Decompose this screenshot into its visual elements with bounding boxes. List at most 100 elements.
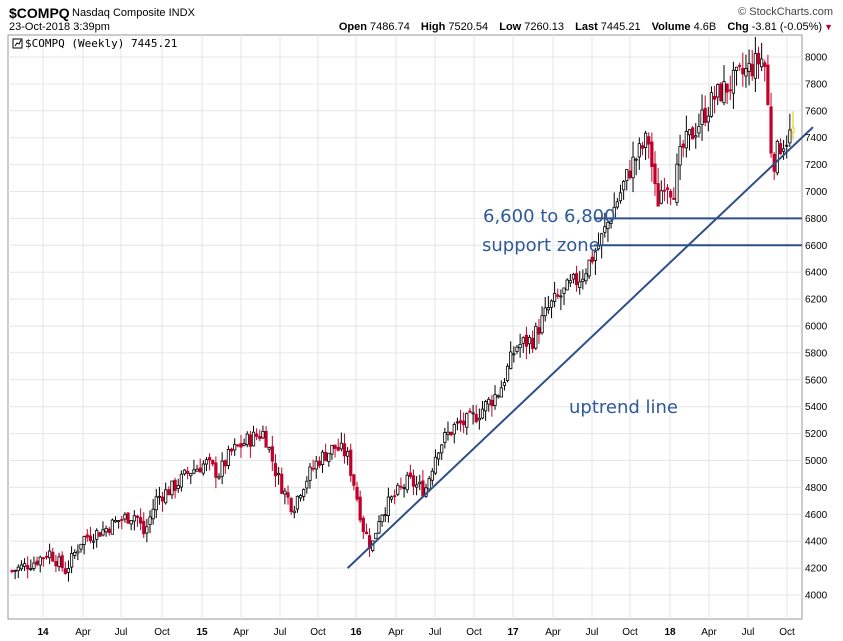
candle-body (374, 532, 378, 540)
candle-body (703, 107, 707, 123)
candle-body (490, 399, 494, 407)
candle-body (82, 536, 86, 545)
candle-body (342, 443, 347, 457)
candle-body (179, 473, 183, 488)
candle-body (669, 190, 673, 198)
candle-body (295, 495, 300, 510)
y-tick-label: 7200 (805, 160, 828, 171)
candle-body (277, 472, 281, 476)
candle-body (160, 496, 165, 502)
candle-body (76, 550, 80, 554)
candle-body (79, 543, 83, 550)
candle-body (603, 226, 607, 233)
candle-body (716, 84, 720, 98)
candle-body (712, 95, 717, 100)
candle-body (505, 365, 510, 381)
candle-body (637, 143, 641, 158)
candle-body (358, 496, 362, 521)
candle-body (700, 109, 704, 125)
candle-body (465, 413, 469, 428)
exchange: INDX (168, 7, 195, 19)
volume-value: 4.6B (693, 21, 717, 33)
high-label: High (420, 21, 446, 33)
candle-body (389, 496, 394, 500)
candle-body (719, 83, 723, 102)
candle-body (176, 485, 180, 489)
low-value: 7260.13 (524, 21, 565, 33)
y-tick-label: 4800 (805, 483, 828, 494)
candle-body (349, 449, 353, 476)
candle-body (186, 470, 190, 474)
candle-body (418, 481, 422, 485)
last-label: Last (575, 21, 598, 33)
candle-body (148, 516, 152, 526)
legend: $COMPQ (Weekly) 7445.21 (12, 37, 177, 50)
candle-body (747, 62, 751, 72)
candle-body (640, 145, 645, 149)
brand-link[interactable]: © StockCharts.com (738, 6, 833, 18)
candle-body (393, 495, 397, 498)
chart-header: $COMPQ Nasdaq Composite INDX 23-Oct-2018… (0, 0, 843, 34)
candle-body (261, 430, 265, 439)
candle-body (643, 132, 648, 148)
y-tick-label: 6000 (805, 322, 828, 333)
candle-body (452, 424, 456, 435)
candle-body (559, 295, 563, 298)
candle-body (691, 127, 695, 140)
candle-body (502, 382, 507, 386)
candle-body (524, 334, 528, 347)
candle-body (211, 459, 215, 465)
candle-body (408, 472, 412, 478)
candle-body (204, 459, 209, 465)
candle-body (656, 183, 660, 207)
x-tick-label: Jul (586, 627, 599, 638)
candle-body (587, 259, 591, 277)
candle-body (527, 336, 532, 345)
overlays (346, 126, 814, 569)
candle-body (731, 69, 736, 94)
candle-body (625, 169, 629, 182)
candle-body (85, 534, 89, 538)
y-tick-label: 6800 (805, 214, 828, 225)
candle-body (458, 420, 463, 424)
candle-body (540, 315, 544, 334)
candle-body (728, 89, 732, 92)
candle-body (236, 444, 240, 447)
candle-body (509, 351, 513, 370)
candle-body (302, 489, 306, 497)
datetime: 23-Oct-2018 3:39pm (9, 21, 110, 33)
x-tick-label: Oct (622, 627, 638, 638)
candle-body (35, 560, 39, 565)
candle-body (775, 140, 779, 174)
candle-body (63, 568, 67, 574)
y-tick-label: 7000 (805, 187, 828, 198)
candle-body (308, 466, 312, 481)
candle-body (468, 410, 472, 413)
candle-body (239, 443, 243, 448)
candle-body (571, 273, 576, 280)
candle-body (734, 66, 739, 71)
candle-body (286, 492, 290, 498)
candle-body (73, 552, 77, 556)
candle-body (245, 433, 249, 445)
candle-body (258, 435, 262, 440)
candle-body (214, 462, 218, 478)
candle-body (157, 495, 162, 498)
candle-body (233, 443, 237, 451)
candle-body (129, 520, 133, 525)
y-tick-label: 4600 (805, 510, 828, 521)
candle-body (151, 508, 155, 520)
candle-body (355, 486, 359, 500)
candle-body (164, 489, 168, 504)
candle-body (327, 452, 331, 463)
candle-body (549, 300, 554, 308)
candle-body (477, 417, 481, 421)
legend-text: $COMPQ (Weekly) 7445.21 (25, 37, 177, 50)
candle-body (38, 556, 42, 566)
index-name: Nasdaq Composite INDX (72, 7, 195, 19)
candle-body (336, 447, 340, 451)
candle-body (220, 460, 224, 477)
candle-body (66, 568, 71, 573)
candles (10, 36, 795, 582)
